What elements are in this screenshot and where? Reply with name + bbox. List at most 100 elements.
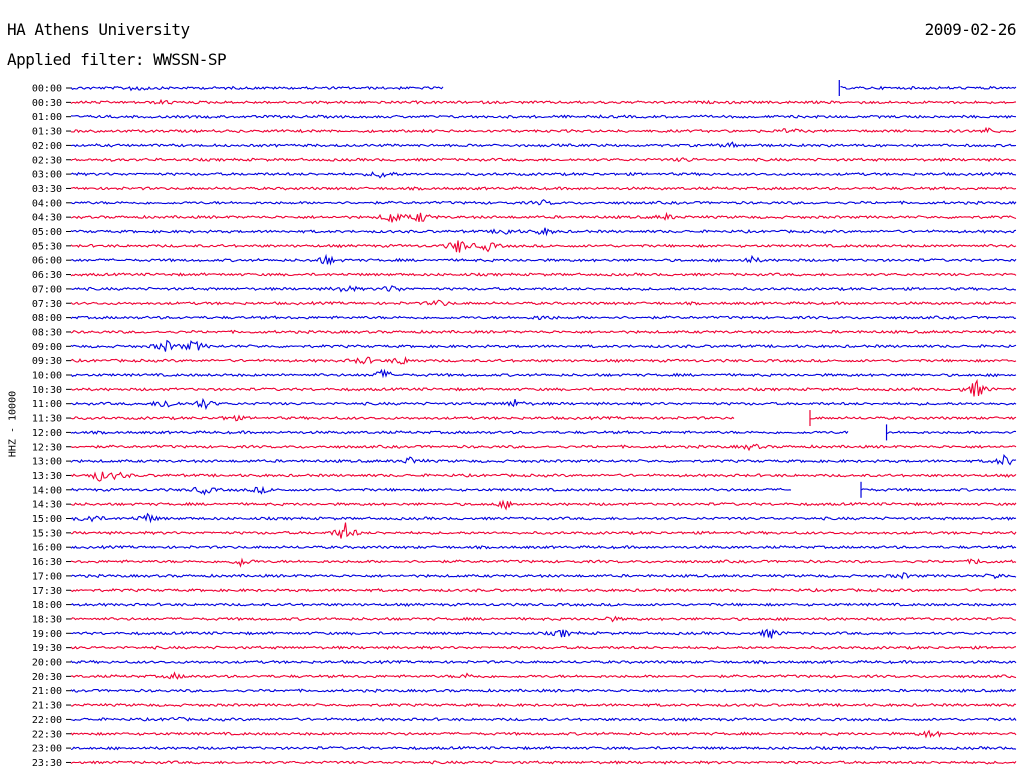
trace-2200	[70, 716, 1017, 722]
trace-1830	[70, 615, 1016, 623]
row-time-label: 07:00	[32, 284, 62, 295]
row-time-label: 21:30	[32, 701, 62, 712]
row-time-label: 19:00	[32, 629, 62, 640]
trace-0130	[70, 126, 1017, 134]
row-time-label: 20:00	[32, 658, 62, 669]
row-time-label: 12:30	[32, 442, 62, 453]
row-time-label: 13:30	[32, 471, 62, 482]
trace-1630	[70, 557, 1017, 568]
row-time-label: 22:00	[32, 715, 62, 726]
trace-1700	[70, 572, 1017, 580]
trace-0100	[70, 114, 1017, 120]
trace-1330	[70, 471, 1017, 482]
station-title: HA Athens University	[7, 20, 190, 39]
row-time-label: 03:00	[32, 170, 62, 181]
row-time-label: 23:00	[32, 744, 62, 755]
row-time-label: 06:30	[32, 270, 62, 281]
trace-2230	[70, 729, 1017, 739]
trace-0730	[70, 299, 1016, 306]
trace-1900	[70, 628, 1017, 639]
trace-0900	[70, 339, 1017, 352]
row-time-label: 17:00	[32, 571, 62, 582]
row-time-label: 18:30	[32, 614, 62, 625]
trace-1500	[70, 512, 1017, 524]
trace-1130	[70, 414, 1017, 422]
trace-1230	[70, 443, 1017, 452]
trace-1100	[70, 397, 1017, 411]
row-time-label: 03:30	[32, 184, 62, 195]
row-time-label: 21:00	[32, 686, 62, 697]
row-time-label: 04:00	[32, 198, 62, 209]
trace-2000	[70, 659, 1017, 665]
row-time-label: 15:00	[32, 514, 62, 525]
trace-0530	[70, 240, 1017, 253]
trace-0400	[70, 199, 1017, 206]
row-time-label: 02:00	[32, 141, 62, 152]
row-time-label: 01:30	[32, 127, 62, 138]
row-time-label: 16:00	[32, 543, 62, 554]
trace-1030	[70, 378, 1017, 397]
row-time-label: 12:00	[32, 428, 62, 439]
trace-1530	[70, 522, 1017, 539]
row-time-label: 05:30	[32, 241, 62, 252]
trace-0000	[70, 85, 1017, 92]
row-time-label: 05:00	[32, 227, 62, 238]
trace-2130	[70, 702, 1017, 708]
row-time-label: 10:00	[32, 371, 62, 382]
row-time-label: 10:30	[32, 385, 62, 396]
row-time-label: 01:00	[32, 112, 62, 123]
trace-0330	[70, 186, 1017, 191]
row-time-label: 04:30	[32, 213, 62, 224]
trace-1000	[70, 368, 1017, 379]
trace-0230	[70, 157, 1017, 163]
trace-1400	[70, 485, 1017, 496]
row-time-label: 20:30	[32, 672, 62, 683]
trace-0030	[70, 98, 1017, 105]
row-time-label: 07:30	[32, 299, 62, 310]
row-time-label: 02:30	[32, 155, 62, 166]
trace-1200	[70, 430, 1017, 435]
row-time-label: 00:00	[32, 84, 62, 95]
row-time-label: 18:00	[32, 600, 62, 611]
row-time-label: 09:30	[32, 356, 62, 367]
trace-0600	[70, 253, 1017, 266]
trace-2100	[70, 688, 1016, 693]
row-time-label: 23:30	[32, 758, 62, 769]
trace-0830	[70, 329, 1017, 335]
trace-0500	[70, 227, 1017, 237]
row-time-label: 19:30	[32, 643, 62, 654]
row-time-label: 13:00	[32, 457, 62, 468]
trace-0930	[70, 356, 1017, 365]
trace-0800	[70, 315, 1017, 321]
trace-0700	[70, 284, 1016, 293]
row-time-label: 17:30	[32, 586, 62, 597]
row-time-label: 11:30	[32, 414, 62, 425]
trace-0630	[70, 272, 1017, 277]
row-time-label: 09:00	[32, 342, 62, 353]
trace-1430	[70, 499, 1017, 511]
trace-1930	[70, 645, 1017, 651]
trace-0430	[70, 211, 1017, 223]
trace-1800	[70, 602, 1017, 607]
row-time-label: 08:00	[32, 313, 62, 324]
row-time-label: 16:30	[32, 557, 62, 568]
row-time-label: 14:30	[32, 500, 62, 511]
trace-1730	[70, 587, 1017, 593]
trace-2030	[70, 671, 1017, 680]
date-label: 2009-02-26	[924, 20, 1017, 39]
row-time-label: 22:30	[32, 729, 62, 740]
row-time-label: 00:30	[32, 98, 62, 109]
trace-1600	[70, 544, 1017, 550]
row-time-label: 08:30	[32, 327, 62, 338]
trace-1300	[70, 454, 1017, 466]
filter-label: Applied filter: WWSSN-SP	[7, 50, 227, 69]
trace-2300	[70, 745, 1017, 751]
trace-0300	[70, 171, 1017, 179]
row-time-label: 06:00	[32, 256, 62, 267]
trace-2330	[70, 760, 1017, 765]
row-time-label: 14:00	[32, 485, 62, 496]
row-time-label: 15:30	[32, 528, 62, 539]
trace-0200	[70, 141, 1017, 149]
row-time-label: 11:00	[32, 399, 62, 410]
